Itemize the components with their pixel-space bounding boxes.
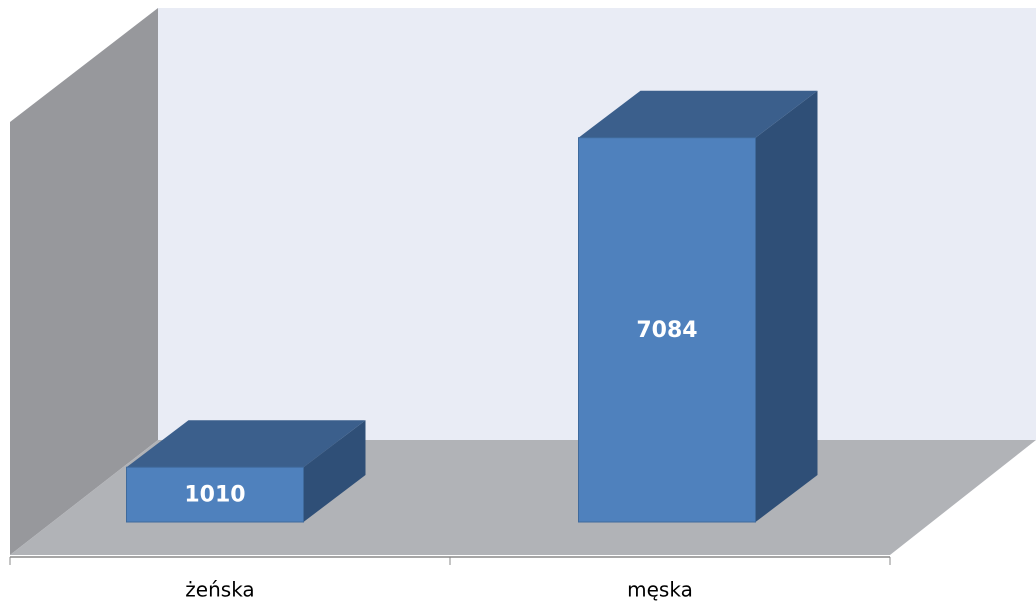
bar-top xyxy=(126,420,366,468)
value-label: 1010 xyxy=(184,483,245,508)
bar xyxy=(578,137,756,523)
value-label: 7084 xyxy=(636,318,697,343)
x-tick-label: męska xyxy=(627,578,693,602)
x-tick-label: żeńska xyxy=(185,578,254,602)
bar-top xyxy=(578,90,818,138)
bar-side xyxy=(755,90,818,523)
side-wall xyxy=(10,8,158,555)
bar xyxy=(126,466,304,523)
bar-side xyxy=(303,420,366,522)
